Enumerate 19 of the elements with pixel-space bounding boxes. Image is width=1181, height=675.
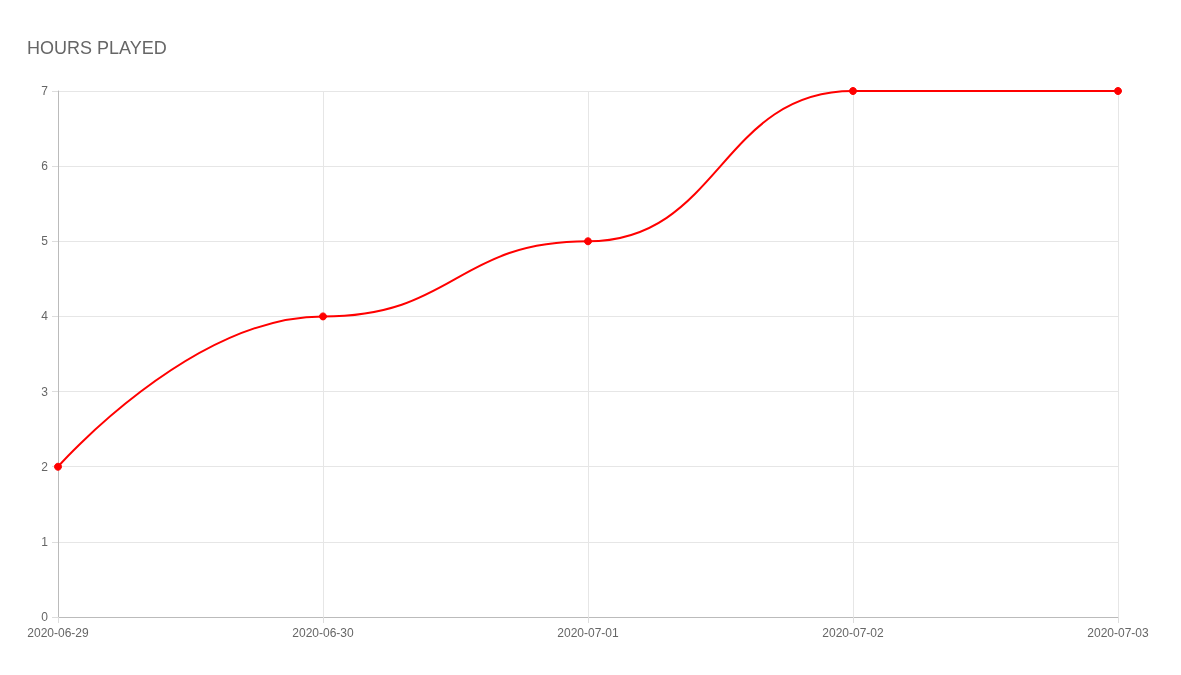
point [319,312,327,321]
chart-title: HOURS PLAYED [27,38,167,58]
x-tick-label: 2020-07-01 [557,626,620,640]
y-tick-label: 2 [41,459,49,474]
point [54,462,62,471]
x-tick-label: 2020-06-29 [27,626,90,640]
point [584,237,592,246]
y-tick-label: 5 [41,234,49,249]
y-tick-label: 1 [41,534,49,549]
y-tick-label: 6 [41,159,49,174]
x-tick-label: 2020-07-03 [1087,626,1150,640]
y-tick-label: 4 [41,309,49,324]
y-tick-label: 7 [41,84,49,98]
point [1114,87,1122,95]
point [849,87,857,95]
y-tick-label: 3 [41,384,49,399]
x-tick-label: 2020-06-30 [292,626,355,640]
y-tick-label: 0 [41,610,49,624]
x-tick-label: 2020-07-02 [822,626,885,640]
